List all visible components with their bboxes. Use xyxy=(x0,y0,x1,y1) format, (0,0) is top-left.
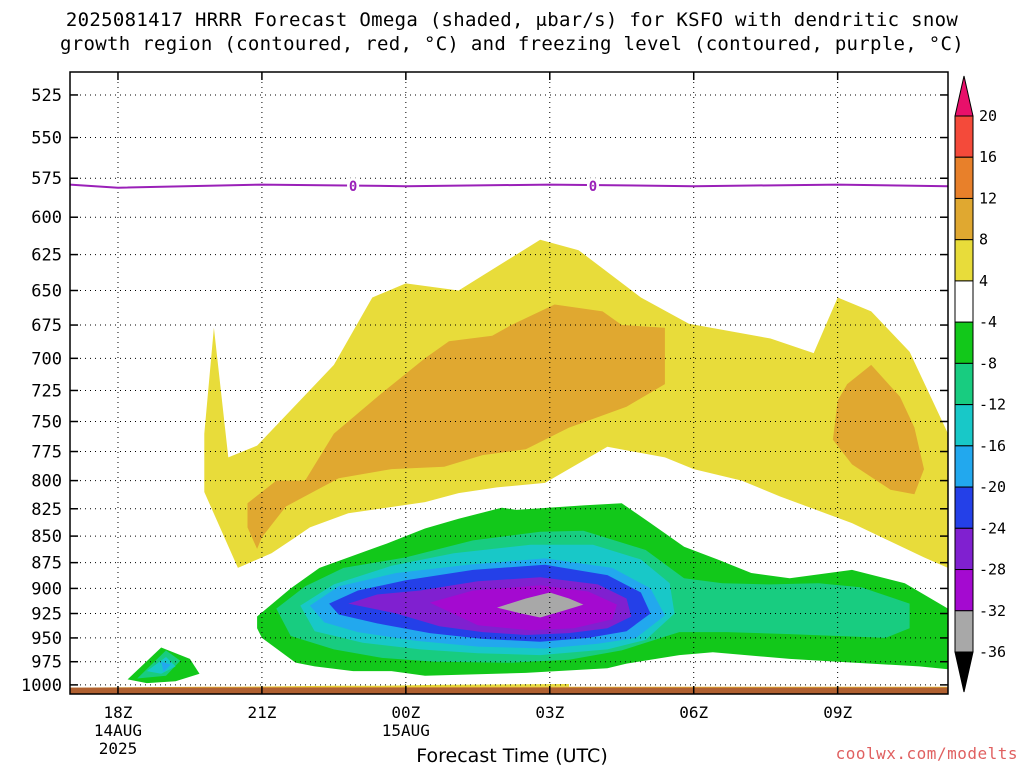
freezing-label-bg xyxy=(347,178,360,195)
colorbar-bin xyxy=(954,239,974,282)
colorbar-label: 20 xyxy=(979,107,997,125)
omega-shading xyxy=(70,239,948,694)
colorbar-bin xyxy=(954,486,974,529)
freezing-level-line xyxy=(69,183,949,189)
colorbar-bin xyxy=(954,115,974,158)
colorbar-label: -12 xyxy=(979,396,1006,414)
y-tick-label: 600 xyxy=(31,208,62,228)
y-tick-label: 800 xyxy=(31,472,62,492)
title-line-1: 2025081417 HRRR Forecast Omega (shaded, … xyxy=(65,9,959,31)
y-tick-label: 525 xyxy=(31,86,62,106)
colorbar-label: -16 xyxy=(979,437,1006,455)
x-tick-label: 09Z xyxy=(823,703,852,722)
colorbar-label: -36 xyxy=(979,643,1006,661)
omega-region-4 xyxy=(209,684,569,688)
x-tick-date: 14AUG xyxy=(94,721,142,740)
colorbar-min-arrow xyxy=(954,651,974,693)
y-tick-label: 950 xyxy=(31,629,62,649)
y-tick-label: 625 xyxy=(31,246,62,266)
colorbar-label: 4 xyxy=(979,272,988,290)
x-tick-year: 2025 xyxy=(99,739,138,758)
y-tick-label: 825 xyxy=(31,500,62,520)
y-axis: 525 550 575 600 625 650 675 700 725 750 775 800 825 8… xyxy=(21,86,948,696)
y-tick-label: 575 xyxy=(31,169,62,189)
title-line-2: growth region (contoured, red, °C) and f… xyxy=(60,33,964,55)
y-tick-label: 850 xyxy=(31,527,62,547)
colorbar-bin xyxy=(954,197,974,241)
x-tick-label: 03Z xyxy=(535,703,564,722)
colorbar-label: -28 xyxy=(979,561,1006,579)
colorbar-bin xyxy=(954,404,974,447)
colorbar-bin xyxy=(954,321,974,364)
x-tick-date: 15AUG xyxy=(382,721,430,740)
colorbar-label: 12 xyxy=(979,189,997,207)
y-tick-label: 900 xyxy=(31,579,62,599)
y-tick-label: 725 xyxy=(31,381,62,401)
colorbar-bin xyxy=(954,362,974,406)
omega-region-neg12 xyxy=(146,657,176,674)
ground-strip xyxy=(70,687,948,694)
colorbar-label: -32 xyxy=(979,602,1006,620)
colorbar-label: 8 xyxy=(979,231,988,249)
credit-link[interactable]: coolwx.com/modelts xyxy=(835,744,1018,763)
omega-region-neg16 xyxy=(161,661,171,672)
colorbar-label: -20 xyxy=(979,478,1006,496)
omega-region-neg32 xyxy=(497,592,584,618)
y-tick-label: 650 xyxy=(31,281,62,301)
plot-border xyxy=(69,71,949,695)
x-tick-label: 00Z xyxy=(391,703,420,722)
grid-lines xyxy=(70,72,948,694)
chart-title: 2025081417 HRRR Forecast Omega (shaded, … xyxy=(0,8,1024,56)
y-tick-label: 700 xyxy=(31,349,62,369)
y-tick-label: 925 xyxy=(31,605,62,625)
freezing-level-label: 0 xyxy=(589,179,597,195)
colorbar-bin xyxy=(954,156,974,199)
x-tick-label: 18Z xyxy=(104,703,133,722)
colorbar-label: -24 xyxy=(979,519,1006,537)
omega-region-8 xyxy=(247,304,665,549)
freezing-level-label: 0 xyxy=(349,179,357,195)
x-tick-label: 06Z xyxy=(679,703,708,722)
colorbar-bin xyxy=(954,527,974,571)
colorbar-bin xyxy=(954,445,974,488)
omega-region-8 xyxy=(832,364,924,495)
y-tick-label: 875 xyxy=(31,554,62,574)
x-axis-title: Forecast Time (UTC) xyxy=(416,745,608,767)
colorbar-label: -4 xyxy=(979,313,997,331)
colorbar-bin xyxy=(954,280,974,323)
y-tick-label: 675 xyxy=(31,316,62,336)
colorbar-bin xyxy=(954,569,974,612)
y-tick-label: 975 xyxy=(31,653,62,673)
y-tick-label: 1000 xyxy=(21,676,62,696)
y-tick-label: 775 xyxy=(31,443,62,463)
y-tick-label: 550 xyxy=(31,129,62,149)
colorbar-max-arrow xyxy=(954,75,974,117)
colorbar-label: 16 xyxy=(979,148,997,166)
x-tick-label: 21Z xyxy=(247,703,276,722)
y-tick-label: 750 xyxy=(31,413,62,433)
colorbar-label: -8 xyxy=(979,354,997,372)
freezing-label-bg xyxy=(586,178,599,195)
plot-frame xyxy=(69,71,949,695)
colorbar-bin xyxy=(954,610,974,653)
colorbar: 20 16 12 8 4 -4 -8 -12 -16 -20 -24 -28 -32 -36 xyxy=(954,75,1006,693)
